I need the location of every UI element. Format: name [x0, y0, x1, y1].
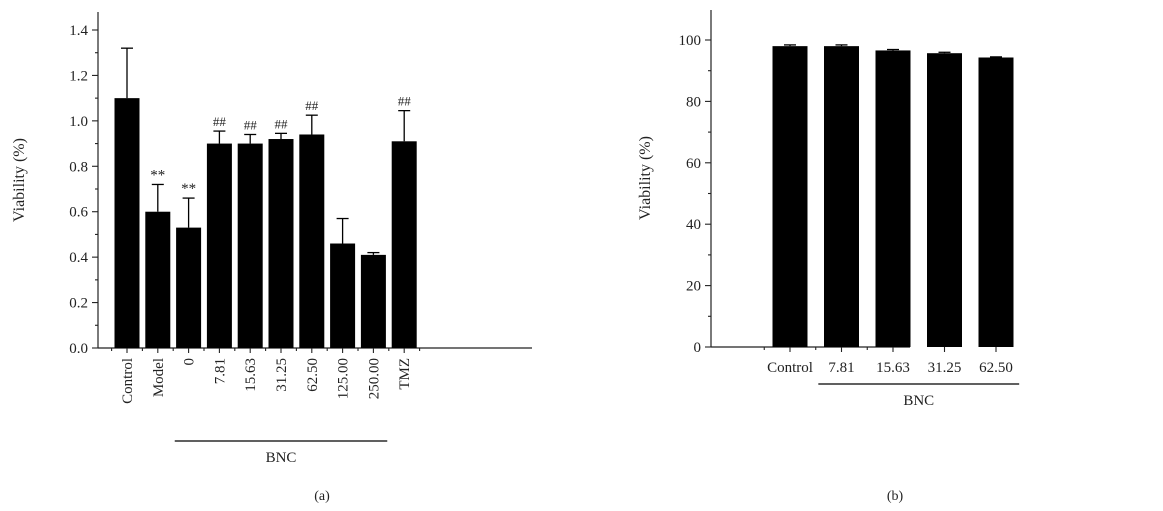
y-tick-label: 0.8 — [69, 159, 88, 175]
x-tick-label: 31.25 — [928, 360, 962, 376]
y-tick-label: 0.2 — [69, 296, 88, 312]
y-tick-label: 0.6 — [69, 205, 88, 221]
x-tick-label: 31.25 — [274, 358, 290, 392]
significance-mark: ## — [244, 117, 258, 132]
bar — [978, 57, 1014, 348]
x-tick-label: 62.50 — [305, 358, 321, 392]
y-tick-label: 40 — [686, 217, 701, 233]
y-tick-label: 20 — [686, 279, 701, 295]
y-tick-label: 1.2 — [69, 68, 88, 84]
x-tick-label: Control — [120, 358, 136, 404]
x-tick-label: 15.63 — [243, 358, 259, 392]
x-tick-label: Control — [767, 360, 813, 376]
bar — [268, 139, 294, 348]
x-tick-label: 7.81 — [212, 358, 228, 384]
bar — [772, 46, 808, 347]
y-tick-label: 1.4 — [69, 23, 88, 39]
bar — [360, 254, 386, 348]
significance-mark: ## — [275, 116, 289, 131]
x-tick-label: 15.63 — [876, 360, 910, 376]
panel-label: (b) — [887, 489, 904, 504]
significance-mark: ## — [305, 98, 319, 113]
y-tick-label: 0.4 — [69, 250, 88, 266]
chart-panel-b: 0 20 40 60 80 100 Viability (%) Control 7.81 15.6… — [637, 10, 1020, 504]
bar — [176, 227, 202, 348]
x-tick-label: 7.81 — [828, 360, 854, 376]
x-tick-label: 250.00 — [366, 358, 382, 399]
bar — [299, 134, 325, 348]
y-axis-label: Viability (%) — [637, 136, 654, 220]
significance-mark: ** — [181, 181, 196, 197]
bar — [875, 50, 911, 348]
bar — [114, 98, 140, 349]
bar — [330, 243, 356, 348]
group-label: BNC — [903, 393, 934, 409]
y-tick-label: 0.0 — [69, 341, 88, 357]
significance-mark: ## — [398, 94, 412, 109]
bar — [824, 46, 859, 347]
y-tick-label: 100 — [679, 33, 702, 49]
x-tick-label: 0 — [182, 358, 198, 366]
y-tick-label: 1.0 — [69, 114, 88, 130]
bar — [391, 141, 417, 348]
significance-mark: ## — [213, 114, 227, 129]
y-tick-label: 0 — [694, 340, 702, 356]
bar — [145, 211, 171, 348]
x-tick-label: Model — [151, 358, 167, 397]
y-tick-label: 60 — [686, 156, 701, 172]
bar — [206, 143, 232, 348]
bar — [237, 143, 263, 348]
panel-label: (a) — [314, 489, 330, 504]
y-tick-label: 80 — [686, 94, 701, 110]
chart-panel-a: 0.0 0.2 0.4 0.6 0.8 1.0 1.2 1.4 Viability (%) Con… — [11, 12, 532, 504]
significance-mark: ** — [150, 167, 165, 183]
x-tick-label: TMZ — [397, 358, 413, 390]
y-axis-label: Viability (%) — [11, 138, 28, 222]
x-tick-label: 125.00 — [336, 358, 352, 399]
x-tick-label: 62.50 — [979, 360, 1013, 376]
bar — [927, 53, 962, 348]
group-label: BNC — [266, 450, 297, 466]
